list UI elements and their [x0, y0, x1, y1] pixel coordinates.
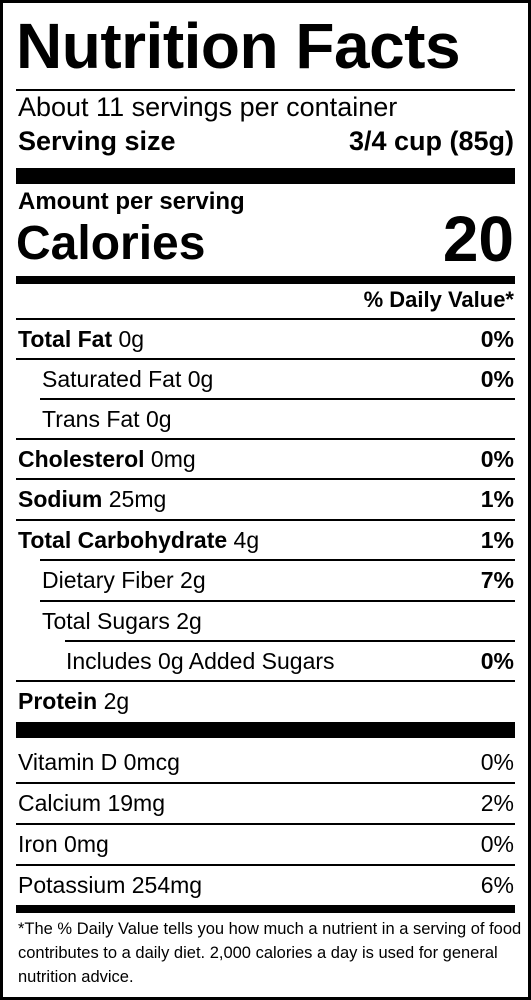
nutrient-dv: 0%	[480, 326, 514, 352]
nutrient-dv: 0%	[480, 366, 514, 392]
nutrient-row-protein: Protein 2g	[16, 681, 515, 721]
divider	[16, 823, 515, 825]
nutrient-name: Total Fat 0g	[18, 326, 145, 352]
vitamin-row-potassium: Potassium 254mg 6%	[16, 865, 515, 905]
divider	[40, 600, 515, 602]
title-divider	[16, 89, 515, 91]
divider	[16, 782, 515, 784]
daily-value-header: % Daily Value*	[363, 287, 514, 312]
nutrient-name: Dietary Fiber 2g	[42, 567, 206, 593]
serving-size-value: 3/4 cup (85g)	[348, 126, 514, 156]
vitamin-dv: 6%	[480, 872, 514, 898]
thick-divider-top	[16, 168, 515, 184]
calories-value: 20	[442, 203, 514, 275]
nutrient-dv: 7%	[480, 567, 514, 593]
vitamin-row-vitamin-d: Vitamin D 0mcg 0%	[16, 742, 515, 782]
vitamin-dv: 0%	[480, 831, 514, 857]
nutrient-row-added-sugars: Includes 0g Added Sugars 0%	[16, 641, 515, 681]
divider	[40, 398, 515, 400]
nutrient-row-trans-fat: Trans Fat 0g	[16, 399, 515, 439]
nutrient-row-total-fat: Total Fat 0g 0%	[16, 319, 515, 359]
nutrient-name: Saturated Fat 0g	[42, 366, 214, 392]
nutrient-name: Includes 0g Added Sugars	[66, 648, 335, 674]
thick-divider-vitamins	[16, 722, 515, 738]
nutrient-dv: 1%	[480, 486, 514, 512]
divider	[16, 478, 515, 480]
daily-value-footnote: *The % Daily Value tells you how much a …	[18, 920, 522, 986]
nutrient-name: Total Sugars 2g	[42, 608, 202, 634]
divider	[65, 640, 515, 642]
nutrient-name: Sodium 25mg	[18, 486, 167, 512]
amount-per-serving: Amount per serving	[18, 188, 245, 215]
vitamin-dv: 0%	[480, 749, 514, 775]
nutrient-name: Cholesterol 0mg	[18, 446, 196, 472]
nutrient-row-cholesterol: Cholesterol 0mg 0%	[16, 439, 515, 479]
divider	[16, 318, 515, 320]
nutrient-name: Protein 2g	[18, 688, 130, 714]
thick-divider-calories	[16, 276, 515, 284]
divider	[40, 559, 515, 561]
calories-label: Calories	[16, 217, 206, 270]
vitamin-row-calcium: Calcium 19mg 2%	[16, 783, 515, 823]
nutrient-row-total-carbohydrate: Total Carbohydrate 4g 1%	[16, 520, 515, 560]
label-title: Nutrition Facts	[16, 10, 461, 82]
nutrient-dv: 0%	[480, 648, 514, 674]
nutrient-dv: 0%	[480, 446, 514, 472]
divider	[16, 680, 515, 682]
vitamin-name: Calcium 19mg	[18, 790, 166, 816]
divider	[16, 438, 515, 440]
vitamin-row-iron: Iron 0mg 0%	[16, 824, 515, 864]
nutrient-dv: 1%	[480, 527, 514, 553]
thick-divider-footnote	[16, 905, 515, 913]
nutrient-row-total-sugars: Total Sugars 2g	[16, 601, 515, 641]
nutrient-name: Trans Fat 0g	[42, 406, 172, 432]
divider	[16, 358, 515, 360]
vitamin-dv: 2%	[480, 790, 514, 816]
serving-size-label: Serving size	[18, 126, 176, 156]
nutrient-row-sodium: Sodium 25mg 1%	[16, 479, 515, 519]
vitamin-name: Iron 0mg	[18, 831, 109, 857]
divider	[16, 519, 515, 521]
divider	[16, 864, 515, 866]
nutrient-row-saturated-fat: Saturated Fat 0g 0%	[16, 359, 515, 399]
vitamin-name: Vitamin D 0mcg	[18, 749, 180, 775]
servings-per-container: About 11 servings per container	[18, 92, 398, 122]
nutrient-row-dietary-fiber: Dietary Fiber 2g 7%	[16, 560, 515, 600]
vitamin-name: Potassium 254mg	[18, 872, 203, 898]
nutrient-name: Total Carbohydrate 4g	[18, 527, 260, 553]
